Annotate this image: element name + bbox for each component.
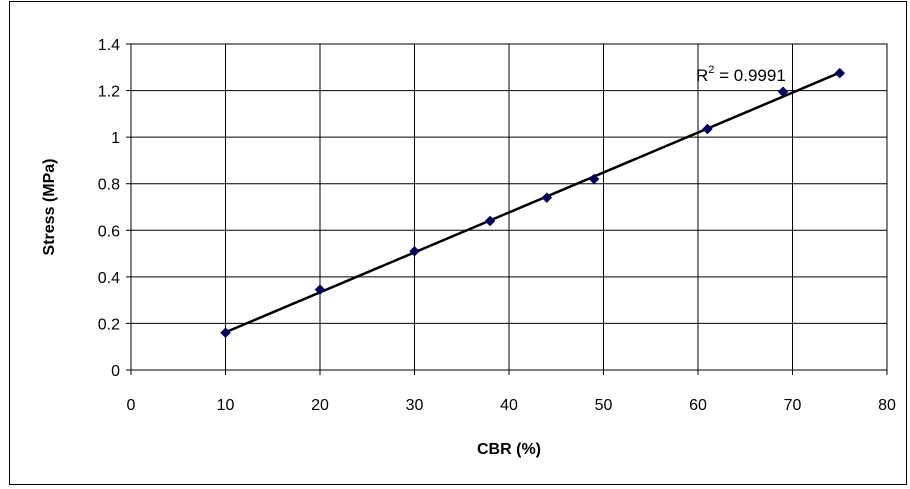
x-tick-label: 50 <box>595 397 613 414</box>
data-point-diamond <box>702 123 713 135</box>
gridlines <box>131 44 887 370</box>
r-squared-exponent: 2 <box>708 64 714 76</box>
y-tick-label: 0.6 <box>98 223 120 240</box>
y-tick-label: 1 <box>111 130 120 147</box>
x-tick-label: 60 <box>689 397 707 414</box>
chart-frame: 0 10 20 30 40 50 60 70 80 0 0.2 0.4 0.6 0.8 1 1.2 1.4 C… <box>9 1 907 485</box>
x-tick-label: 40 <box>500 397 518 414</box>
trendline-layer <box>225 71 841 334</box>
r-squared-annotation: R2 = 0.9991 <box>696 64 786 85</box>
y-tick-label: 1.4 <box>98 37 120 54</box>
x-tick-label: 80 <box>878 397 896 414</box>
r-squared-label: R <box>696 66 708 85</box>
data-point-diamond <box>220 327 231 339</box>
x-tick-label: 70 <box>784 397 802 414</box>
data-point-diamond <box>314 284 326 296</box>
x-axis-ticks: 0 10 20 30 40 50 60 70 80 <box>127 370 896 414</box>
data-points <box>220 67 846 339</box>
data-point-diamond <box>834 67 846 79</box>
data-point-diamond <box>484 215 496 227</box>
y-axis-title: Stress (MPa) <box>41 159 58 256</box>
x-tick-label: 30 <box>406 397 424 414</box>
x-tick-label: 0 <box>127 397 136 414</box>
y-tick-label: 0.2 <box>98 316 120 333</box>
cbr-stress-scatter-chart: 0 10 20 30 40 50 60 70 80 0 0.2 0.4 0.6 0.8 1 1.2 1.4 C… <box>41 37 896 458</box>
y-axis-ticks: 0 0.2 0.4 0.6 0.8 1 1.2 1.4 <box>98 37 131 380</box>
x-tick-label: 20 <box>311 397 329 414</box>
y-tick-label: 0.4 <box>98 270 120 287</box>
data-point-diamond <box>588 173 600 185</box>
r-squared-value: = 0.9991 <box>714 66 785 85</box>
x-axis-title: CBR (%) <box>477 441 541 458</box>
y-tick-label: 0 <box>111 363 120 380</box>
x-tick-label: 10 <box>217 397 235 414</box>
y-tick-label: 1.2 <box>98 84 120 101</box>
linear-trendline <box>225 71 841 334</box>
data-point-diamond <box>777 86 789 98</box>
data-point-diamond <box>541 192 553 204</box>
data-point-diamond <box>409 245 420 257</box>
y-tick-label: 0.8 <box>98 177 120 194</box>
